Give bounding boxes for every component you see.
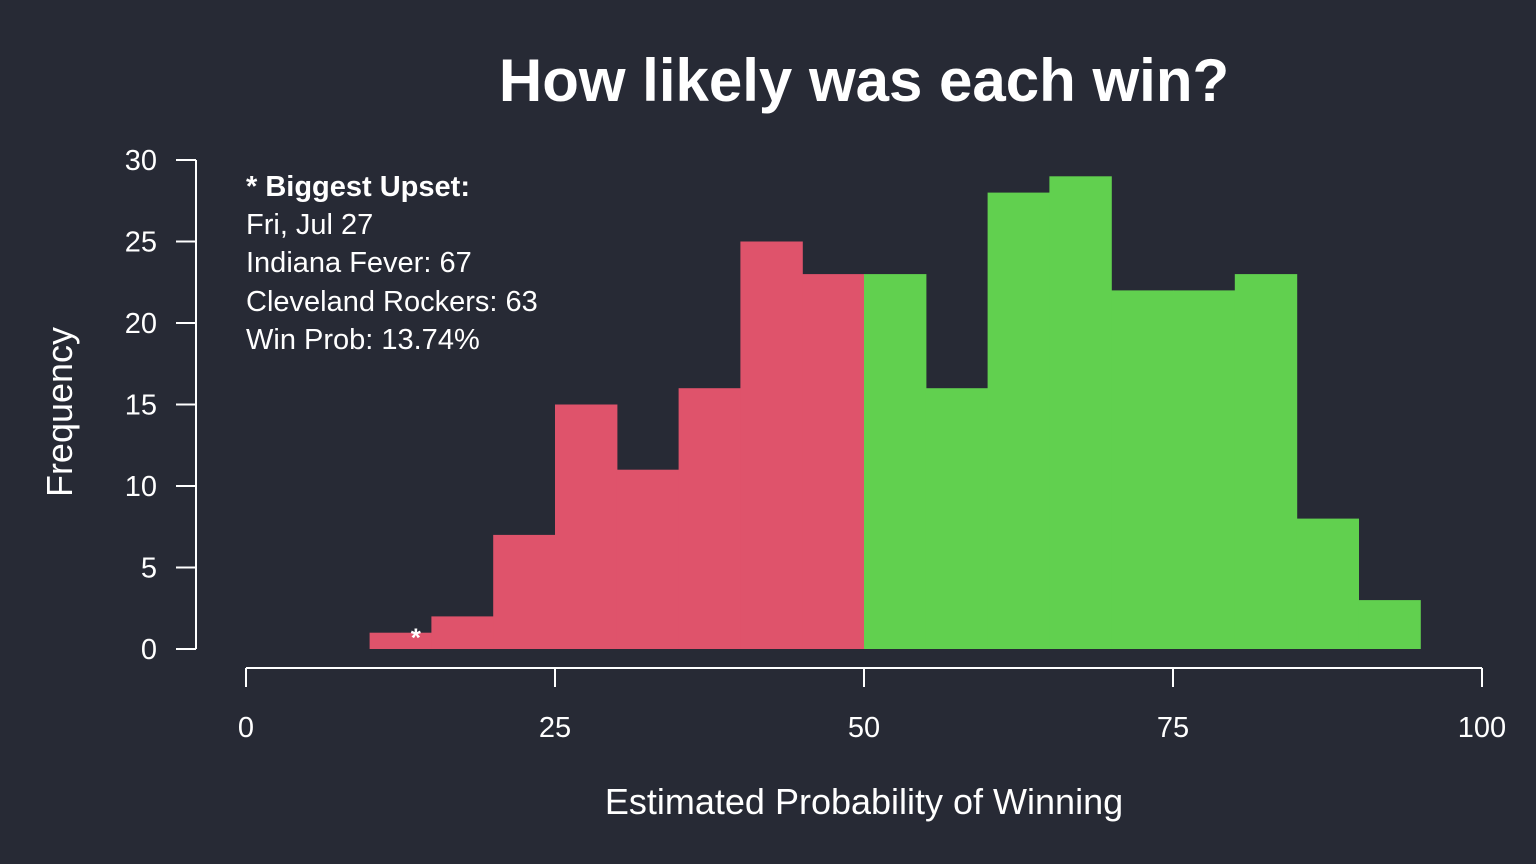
x-tick-label: 75 <box>1157 712 1189 744</box>
annotation-line: Fri, Jul 27 <box>246 209 373 241</box>
histogram-bar <box>369 632 432 649</box>
x-tick-label: 25 <box>539 712 571 744</box>
chart-title: How likely was each win? <box>499 47 1229 114</box>
annotation-line: Cleveland Rockers: 63 <box>246 286 538 318</box>
histogram-bar <box>987 192 1050 649</box>
y-axis: 0 5 10 15 20 25 30 <box>125 145 197 666</box>
y-tick-label: 15 <box>125 390 157 422</box>
histogram-bar <box>1111 290 1174 649</box>
x-axis: 0 25 50 75 100 <box>238 667 1506 744</box>
histogram-bars: * <box>369 176 1421 653</box>
histogram-bar <box>1358 600 1421 649</box>
upset-marker: * <box>411 623 422 653</box>
histogram-bar <box>555 404 618 649</box>
annotation-heading: * Biggest Upset: <box>246 171 470 203</box>
histogram-bar <box>1049 176 1112 650</box>
x-axis-label: Estimated Probability of Winning <box>605 781 1123 822</box>
y-tick-label: 30 <box>125 145 157 177</box>
histogram-bar <box>678 388 741 649</box>
x-tick-label: 50 <box>848 712 880 744</box>
y-tick-label: 5 <box>141 553 157 585</box>
y-tick-label: 25 <box>125 227 157 259</box>
histogram-bar <box>431 616 494 649</box>
x-tick-label: 100 <box>1458 712 1506 744</box>
y-axis-label: Frequency <box>39 327 80 497</box>
histogram-bar <box>740 241 803 649</box>
annotation-line: Win Prob: 13.74% <box>246 324 480 356</box>
annotation-line: Indiana Fever: 67 <box>246 247 472 279</box>
histogram-bar <box>493 534 556 649</box>
y-tick-label: 10 <box>125 471 157 503</box>
x-tick-label: 0 <box>238 712 254 744</box>
histogram-bar <box>925 388 989 649</box>
histogram-bar <box>864 274 927 649</box>
y-tick-label: 20 <box>125 308 157 340</box>
histogram-bar <box>802 274 865 649</box>
histogram-bar <box>1173 290 1236 649</box>
histogram-bar <box>1296 518 1359 649</box>
histogram-bar <box>1234 274 1298 649</box>
y-tick-label: 0 <box>141 634 157 666</box>
biggest-upset-annotation: * Biggest Upset: Fri, Jul 27 Indiana Fev… <box>246 171 538 356</box>
histogram-bar <box>616 469 680 649</box>
